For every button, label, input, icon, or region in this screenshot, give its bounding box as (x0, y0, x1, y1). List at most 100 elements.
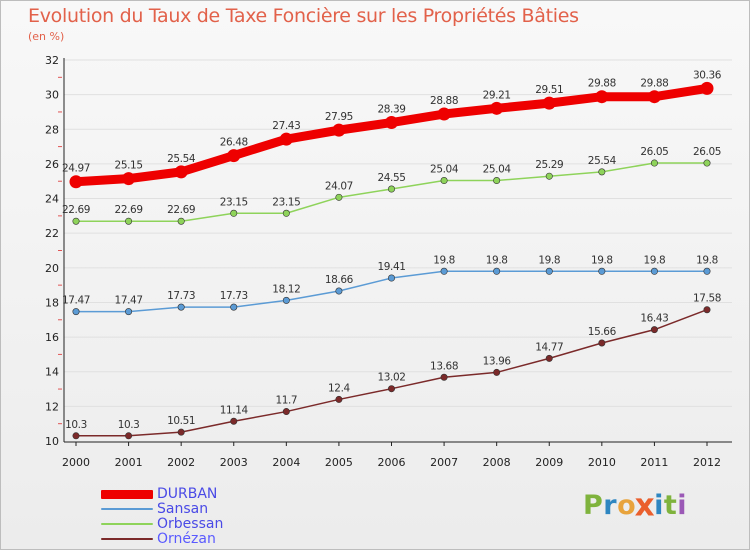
data-point (440, 267, 448, 275)
y-tick-label: 26 (45, 158, 59, 171)
data-label: 13.96 (483, 355, 512, 367)
data-point (69, 175, 83, 189)
data-point (387, 274, 395, 282)
data-point (703, 159, 711, 167)
data-label: 26.05 (693, 146, 721, 158)
data-label: 25.04 (483, 164, 512, 176)
data-label: 17.58 (693, 293, 721, 305)
data-point (72, 308, 80, 316)
data-point (387, 385, 395, 393)
data-point (493, 177, 501, 185)
data-label: 25.54 (588, 155, 617, 167)
data-point (177, 303, 185, 311)
y-tick-label: 18 (45, 296, 59, 309)
data-point (335, 395, 343, 403)
y-tick-label: 14 (45, 366, 59, 379)
chart-title: Evolution du Taux de Taxe Foncière sur l… (28, 5, 579, 27)
logo-letter: i (654, 490, 664, 521)
proxiti-logo: Proxiti (583, 487, 687, 524)
logo-letter: r (603, 490, 618, 521)
data-point (335, 193, 343, 201)
x-tick-label: 2003 (220, 456, 248, 469)
legend-label: Sansan (157, 501, 209, 517)
x-tick-label: 2010 (588, 456, 616, 469)
data-point (230, 209, 238, 217)
data-point (545, 172, 553, 180)
y-tick-label: 10 (45, 435, 59, 448)
data-label: 10.3 (118, 419, 140, 431)
data-label: 15.66 (588, 326, 617, 338)
data-point (650, 326, 658, 334)
data-label: 27.95 (325, 111, 353, 123)
data-point (72, 432, 80, 440)
data-label: 22.69 (62, 204, 90, 216)
data-label: 30.36 (693, 69, 722, 81)
x-tick-label: 2005 (325, 456, 353, 469)
x-tick-label: 2006 (378, 456, 406, 469)
data-label: 10.3 (65, 419, 87, 431)
legend-swatch (101, 489, 153, 499)
data-label: 25.15 (115, 160, 143, 172)
data-label: 17.73 (220, 290, 248, 302)
data-label: 24.55 (377, 172, 405, 184)
data-label: 10.51 (167, 415, 195, 427)
data-point (490, 101, 504, 115)
data-label: 11.7 (275, 395, 297, 407)
data-label: 27.43 (272, 120, 300, 132)
data-label: 23.15 (272, 196, 300, 208)
legend-label: Ornézan (157, 531, 216, 547)
logo-letter: o (617, 490, 637, 521)
logo-letter: P (583, 490, 604, 521)
y-tick-label: 30 (45, 89, 59, 102)
data-point (174, 165, 188, 179)
data-point (650, 159, 658, 167)
data-point (125, 308, 133, 316)
data-label: 22.69 (115, 204, 143, 216)
legend-swatch (101, 538, 153, 540)
data-label: 19.8 (591, 254, 613, 266)
data-label: 19.8 (538, 254, 560, 266)
data-point (542, 96, 556, 110)
logo-letter: t (663, 490, 678, 521)
data-label: 18.66 (325, 274, 354, 286)
data-point (227, 149, 241, 163)
data-point (598, 267, 606, 275)
y-tick-label: 28 (45, 123, 59, 136)
data-point (125, 217, 133, 225)
data-point (122, 172, 136, 186)
data-point (598, 168, 606, 176)
data-point (282, 408, 290, 416)
legend-swatch (101, 508, 153, 510)
data-label: 18.12 (272, 283, 300, 295)
x-tick-label: 2001 (115, 456, 143, 469)
data-point (545, 354, 553, 362)
y-tick-label: 12 (45, 400, 59, 413)
x-tick-label: 2012 (693, 456, 721, 469)
data-label: 19.8 (486, 254, 508, 266)
data-label: 19.41 (377, 261, 405, 273)
data-point (440, 373, 448, 381)
data-point (650, 267, 658, 275)
data-point (700, 81, 714, 95)
data-label: 16.43 (640, 313, 668, 325)
data-point (647, 90, 661, 104)
data-label: 25.04 (430, 164, 459, 176)
legend-label: Orbessan (157, 516, 224, 532)
data-point (703, 267, 711, 275)
legend-item: DURBAN (101, 487, 217, 501)
legend-swatch (101, 523, 153, 525)
data-label: 19.8 (644, 254, 666, 266)
logo-letter: x (634, 487, 656, 524)
data-point (545, 267, 553, 275)
data-label: 29.51 (535, 84, 563, 96)
data-point (703, 306, 711, 314)
data-point (279, 132, 293, 146)
data-point (598, 339, 606, 347)
legend-item: Orbessan (101, 517, 223, 531)
series-line-durban (71, 83, 712, 187)
data-point (230, 417, 238, 425)
data-point (125, 432, 133, 440)
data-point (177, 217, 185, 225)
x-tick-label: 2004 (272, 456, 300, 469)
